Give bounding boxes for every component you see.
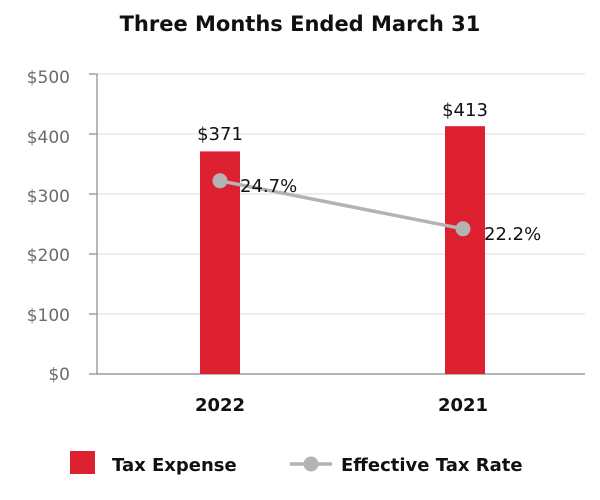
bar-label-2021: $413 xyxy=(442,100,488,121)
chart-title: Three Months Ended March 31 xyxy=(120,12,481,36)
legend-label-tax-expense: Tax Expense xyxy=(112,455,237,476)
rate-line xyxy=(219,179,464,231)
rate-point-2021 xyxy=(455,221,471,237)
legend-swatch-tax-expense xyxy=(70,451,95,474)
tax-expense-bars xyxy=(200,126,485,374)
bar-label-2022: $371 xyxy=(197,124,243,145)
effective-tax-rate-line xyxy=(212,173,471,237)
y-tick-label: $100 xyxy=(27,306,70,326)
y-tick-label: $400 xyxy=(27,128,70,148)
y-tick-label: $200 xyxy=(27,246,70,266)
bar-2021 xyxy=(445,126,485,374)
rate-label-2022: 24.7% xyxy=(240,176,297,197)
bar-2022 xyxy=(200,151,240,374)
rate-point-2022 xyxy=(212,173,228,189)
x-tick-2022: 2022 xyxy=(195,395,245,416)
grid xyxy=(89,73,585,375)
legend-label-effective-tax-rate: Effective Tax Rate xyxy=(341,455,523,476)
rate-label-2021: 22.2% xyxy=(484,224,541,245)
x-tick-2021: 2021 xyxy=(438,395,488,416)
y-tick-label: $300 xyxy=(27,187,70,207)
legend: Tax Expense Effective Tax Rate xyxy=(70,451,523,476)
legend-marker-effective-tax-rate xyxy=(303,456,319,472)
y-tick-label: $0 xyxy=(48,365,70,385)
y-axis-ticks: $0 $100 $200 $300 $400 $500 xyxy=(27,68,70,385)
y-tick-label: $500 xyxy=(27,68,70,88)
